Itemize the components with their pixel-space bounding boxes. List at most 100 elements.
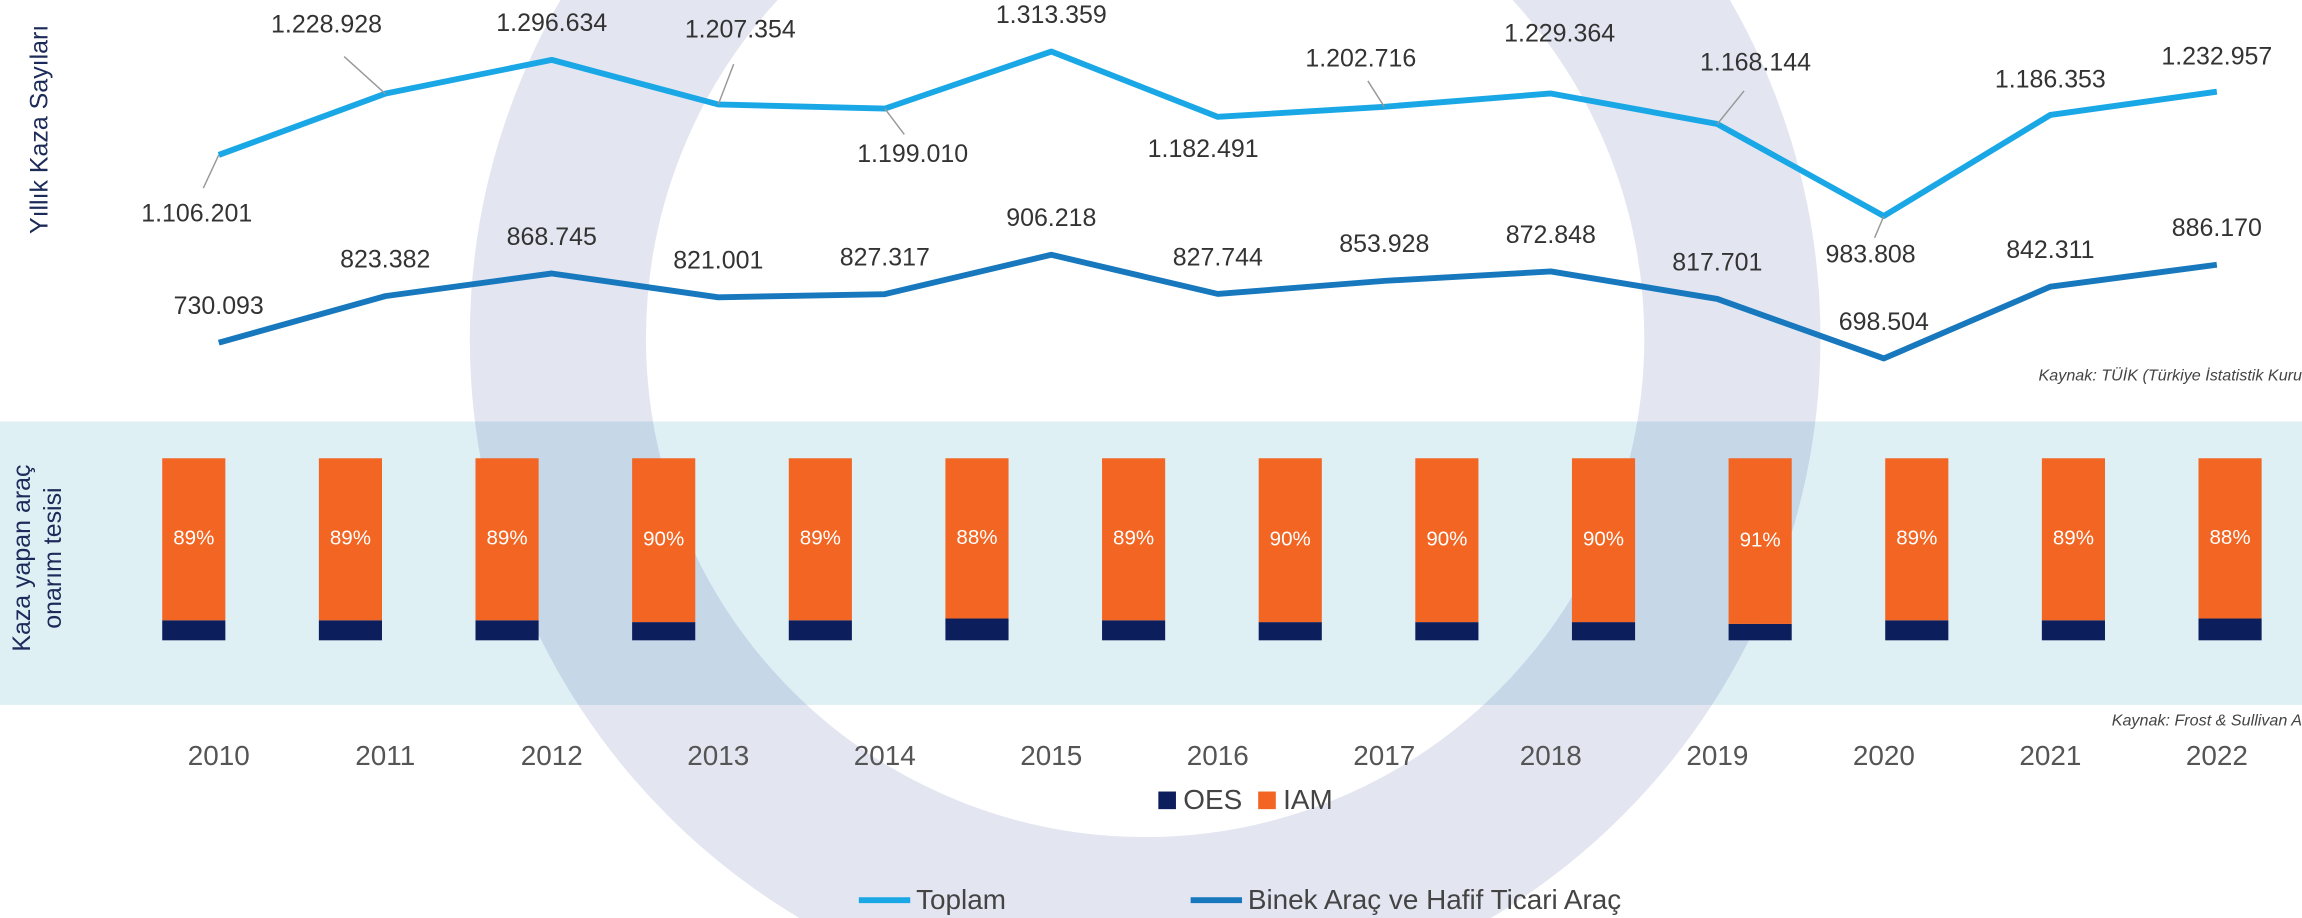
leader-line	[1367, 80, 1385, 108]
x-tick-label: 2015	[1020, 740, 1082, 771]
x-tick-label: 2011	[355, 740, 415, 771]
bar-segment	[318, 620, 382, 641]
data-label: 823.382	[340, 245, 430, 273]
legend-label: Toplam	[916, 884, 1006, 915]
legend-label: IAM	[1283, 784, 1333, 815]
data-label: 842.311	[2006, 236, 2094, 264]
bar-segment	[1885, 620, 1949, 641]
data-label: 827.744	[1173, 243, 1263, 271]
data-label: 730.093	[174, 292, 264, 320]
bar-segment	[945, 618, 1009, 641]
bar-segment	[788, 458, 852, 621]
data-label: 853.928	[1339, 230, 1429, 258]
legend-label: OES	[1183, 784, 1242, 815]
data-label: 886.170	[2172, 214, 2262, 242]
data-label: 1.207.354	[685, 16, 796, 44]
bar-segment	[2198, 618, 2262, 641]
data-label: 90%	[643, 528, 684, 551]
bar-segment	[2041, 620, 2105, 641]
data-label: 90%	[1583, 528, 1624, 551]
data-label: 90%	[1426, 528, 1467, 551]
bar-segment	[1415, 622, 1479, 641]
x-tick-label: 2013	[687, 740, 749, 771]
data-label: 90%	[1270, 528, 1311, 551]
x-tick-label: 2019	[1686, 740, 1748, 771]
watermark	[469, 0, 1821, 918]
data-label: 827.317	[840, 244, 930, 272]
data-label: 1.199.010	[857, 140, 968, 168]
bar-segment	[632, 622, 696, 641]
data-label: 1.232.957	[2161, 42, 2272, 70]
leader-line	[717, 63, 735, 105]
x-tick-label: 2012	[521, 740, 583, 771]
data-label: 1.229.364	[1504, 19, 1615, 47]
data-label: 906.218	[1006, 204, 1096, 232]
data-label: 1.202.716	[1305, 44, 1416, 72]
bar-segment	[2041, 458, 2105, 621]
data-label: 89%	[2053, 527, 2094, 550]
data-label: 88%	[2210, 526, 2251, 549]
data-label: 89%	[173, 527, 214, 550]
x-tick-label: 2020	[1853, 740, 1915, 771]
legend-swatch	[1258, 791, 1276, 810]
data-label: 89%	[1896, 527, 1937, 550]
data-label: 1.296.634	[496, 9, 607, 37]
bar-segment	[2198, 458, 2262, 619]
data-label: 88%	[956, 526, 997, 549]
data-label: 1.106.201	[141, 200, 252, 228]
data-label: 89%	[800, 527, 841, 550]
line	[217, 48, 2218, 219]
bar-segment	[1571, 458, 1636, 623]
data-label: 821.001	[673, 247, 763, 275]
leader-line	[884, 108, 905, 135]
legend-label: Binek Araç ve Hafif Ticari Araç	[1248, 884, 1621, 915]
bar-segment	[1258, 622, 1322, 641]
bar-segment	[1102, 620, 1166, 641]
bar-segment	[1728, 623, 1792, 641]
source: Kaynak: Frost & Sullivan A	[2112, 711, 2302, 729]
bar-segment	[162, 620, 226, 641]
bar-segment	[1571, 622, 1636, 641]
bar-segment	[1415, 458, 1479, 623]
y-axis-title: onarım tesisi	[39, 487, 67, 628]
bar-segment	[788, 620, 852, 641]
source: Kaynak: TÜİK (Türkiye İstatistik Kuru	[2039, 365, 2302, 384]
x-tick-label: 2014	[854, 740, 916, 771]
y-axis-title: Yıllık Kaza Sayıları	[26, 25, 54, 234]
data-label: 91%	[1740, 529, 1781, 552]
leader-line	[343, 55, 386, 95]
data-label: 698.504	[1839, 308, 1929, 336]
data-label: 983.808	[1826, 240, 1916, 268]
leader-line	[1873, 215, 1885, 239]
data-label: 1.313.359	[996, 1, 1107, 29]
data-label: 89%	[1113, 527, 1154, 550]
data-label: 89%	[487, 527, 528, 550]
data-label: 868.745	[507, 223, 597, 251]
x-tick-label: 2021	[2019, 740, 2081, 771]
bar-segment	[475, 620, 539, 641]
bar-segment	[632, 458, 696, 623]
x-tick-label: 2017	[1353, 740, 1415, 771]
data-label: 1.182.491	[1148, 135, 1259, 163]
bar-segment	[162, 458, 226, 621]
x-tick-label: 2010	[188, 740, 250, 771]
data-label: 817.701	[1672, 248, 1762, 276]
data-label: 1.168.144	[1700, 48, 1811, 76]
bar-segment	[945, 458, 1009, 619]
bar-segment	[1258, 458, 1322, 623]
x-tick-label: 2022	[2186, 740, 2248, 771]
bar-segment	[1885, 458, 1949, 621]
data-label: 872.848	[1506, 221, 1596, 249]
legend-swatch	[1158, 791, 1176, 810]
leader-line	[1716, 90, 1745, 125]
bar-segment	[475, 458, 539, 621]
data-label: 1.186.353	[1995, 66, 2106, 94]
bar-segment	[1102, 458, 1166, 621]
leader-line	[202, 154, 220, 189]
y-axis-title: Kaza yapan araç	[8, 465, 36, 652]
x-tick-label: 2016	[1187, 740, 1249, 771]
line	[217, 251, 2218, 362]
data-label: 89%	[330, 527, 371, 550]
